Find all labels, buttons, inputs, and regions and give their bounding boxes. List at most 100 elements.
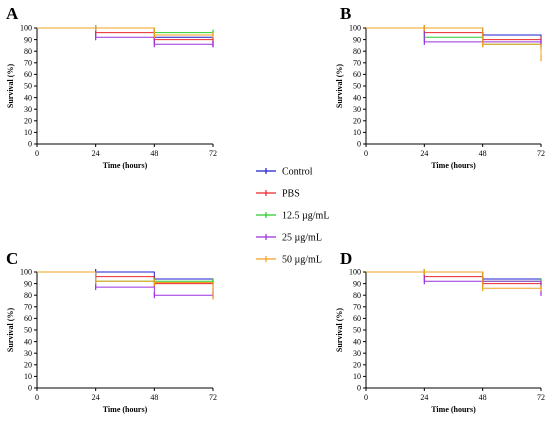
y-tick-label: 90 bbox=[353, 279, 361, 288]
legend-label: 25 µg/mL bbox=[282, 233, 322, 244]
y-tick-label: 50 bbox=[24, 326, 32, 335]
survival-curve bbox=[37, 27, 213, 34]
y-tick-label: 60 bbox=[353, 314, 361, 323]
y-tick-label: 90 bbox=[24, 35, 32, 44]
survival-curve bbox=[37, 271, 213, 285]
y-tick-label: 70 bbox=[24, 59, 32, 68]
series-25-g-ml bbox=[366, 27, 542, 45]
y-tick-label: 60 bbox=[353, 70, 361, 79]
x-tick-label: 48 bbox=[479, 393, 487, 402]
x-tick-label: 72 bbox=[209, 149, 217, 158]
y-tick-label: 0 bbox=[357, 140, 361, 149]
y-tick-label: 60 bbox=[24, 70, 32, 79]
panel-letter: C bbox=[6, 249, 18, 268]
x-axis-title: Time (hours) bbox=[431, 405, 476, 414]
y-tick-label: 50 bbox=[353, 326, 361, 335]
x-tick-label: 72 bbox=[209, 393, 217, 402]
y-tick-label: 0 bbox=[28, 140, 32, 149]
y-tick-label: 10 bbox=[353, 128, 361, 137]
legend-label: 50 µg/mL bbox=[282, 255, 322, 266]
y-tick-label: 10 bbox=[24, 372, 32, 381]
survival-curve bbox=[366, 271, 541, 289]
panel-a: A 0 10 20 30 40 50 60 70 80 90 100 0 24 48 72 Time (hour… bbox=[6, 4, 217, 170]
panel-letter: A bbox=[6, 4, 19, 23]
x-tick-label: 48 bbox=[479, 149, 487, 158]
x-tick-label: 0 bbox=[364, 393, 368, 402]
y-tick-label: 0 bbox=[357, 384, 361, 393]
y-tick-label: 100 bbox=[349, 24, 361, 33]
y-tick-label: 80 bbox=[353, 291, 361, 300]
y-tick-label: 70 bbox=[353, 59, 361, 68]
y-tick-label: 0 bbox=[28, 384, 32, 393]
legend-item: Control bbox=[256, 167, 313, 178]
x-tick-label: 48 bbox=[150, 393, 158, 402]
x-tick-label: 48 bbox=[150, 149, 158, 158]
series-50-g-ml bbox=[37, 271, 214, 300]
survival-curve bbox=[37, 27, 213, 41]
survival-curve bbox=[37, 27, 214, 45]
y-tick-label: 50 bbox=[353, 82, 361, 91]
survival-curve bbox=[37, 27, 213, 45]
legend-item: PBS bbox=[256, 189, 300, 200]
survival-curve bbox=[366, 271, 541, 285]
legend-item: 50 µg/mL bbox=[256, 255, 322, 266]
series-50-g-ml bbox=[366, 269, 542, 292]
y-tick-label: 70 bbox=[24, 303, 32, 312]
y-tick-label: 90 bbox=[353, 35, 361, 44]
y-tick-label: 100 bbox=[349, 268, 361, 277]
series-12-5-g-ml bbox=[366, 27, 542, 50]
y-axis-title: Survival (%) bbox=[6, 64, 15, 109]
survival-curve bbox=[366, 27, 542, 59]
y-tick-label: 80 bbox=[24, 291, 32, 300]
y-tick-label: 80 bbox=[24, 47, 32, 56]
y-tick-label: 40 bbox=[353, 93, 361, 102]
x-tick-label: 24 bbox=[420, 149, 428, 158]
y-axis-title: Survival (%) bbox=[335, 308, 344, 353]
survival-curve bbox=[37, 27, 213, 36]
y-tick-label: 20 bbox=[24, 361, 32, 370]
y-axis-title: Survival (%) bbox=[335, 64, 344, 109]
y-tick-label: 30 bbox=[24, 105, 32, 114]
x-axis-title: Time (hours) bbox=[103, 161, 148, 170]
x-tick-label: 72 bbox=[537, 393, 545, 402]
x-tick-label: 72 bbox=[537, 149, 545, 158]
legend-label: PBS bbox=[282, 189, 300, 200]
y-tick-label: 90 bbox=[24, 279, 32, 288]
y-tick-label: 20 bbox=[24, 117, 32, 126]
x-tick-label: 0 bbox=[35, 393, 39, 402]
x-tick-label: 0 bbox=[35, 149, 39, 158]
x-tick-label: 24 bbox=[92, 393, 100, 402]
panel-letter: B bbox=[340, 4, 351, 23]
series-12-5-g-ml bbox=[37, 25, 214, 36]
y-tick-label: 30 bbox=[24, 349, 32, 358]
legend-item: 25 µg/mL bbox=[256, 233, 322, 244]
survival-curve bbox=[366, 271, 542, 293]
x-axis-title: Time (hours) bbox=[103, 405, 148, 414]
series-25-g-ml bbox=[37, 271, 214, 299]
y-tick-label: 40 bbox=[353, 337, 361, 346]
survival-curve bbox=[366, 27, 541, 41]
panel-d: D 0 10 20 30 40 50 60 70 80 90 100 0 24 48 72 Time (hour… bbox=[335, 249, 545, 414]
series-50-g-ml bbox=[37, 25, 214, 38]
x-tick-label: 24 bbox=[420, 393, 428, 402]
x-tick-label: 0 bbox=[364, 149, 368, 158]
y-tick-label: 20 bbox=[353, 361, 361, 370]
y-tick-label: 100 bbox=[20, 24, 32, 33]
panel-letter: D bbox=[340, 249, 352, 268]
survival-curve bbox=[37, 271, 214, 297]
y-tick-label: 10 bbox=[353, 372, 361, 381]
y-tick-label: 50 bbox=[24, 82, 32, 91]
legend-label: 12.5 µg/mL bbox=[282, 211, 329, 222]
y-tick-label: 40 bbox=[24, 93, 32, 102]
y-tick-label: 100 bbox=[20, 268, 32, 277]
y-tick-label: 20 bbox=[353, 117, 361, 126]
panel-c: C 0 10 20 30 40 50 60 70 80 90 100 0 24 48 72 Time (hour… bbox=[6, 249, 217, 414]
y-tick-label: 70 bbox=[353, 303, 361, 312]
legend-item: 12.5 µg/mL bbox=[256, 211, 329, 222]
x-axis-title: Time (hours) bbox=[431, 161, 476, 170]
y-tick-label: 40 bbox=[24, 337, 32, 346]
y-axis-title: Survival (%) bbox=[6, 308, 15, 353]
y-tick-label: 30 bbox=[353, 105, 361, 114]
panel-b: B 0 10 20 30 40 50 60 70 80 90 100 0 24 48 72 Time (hour… bbox=[335, 4, 545, 170]
